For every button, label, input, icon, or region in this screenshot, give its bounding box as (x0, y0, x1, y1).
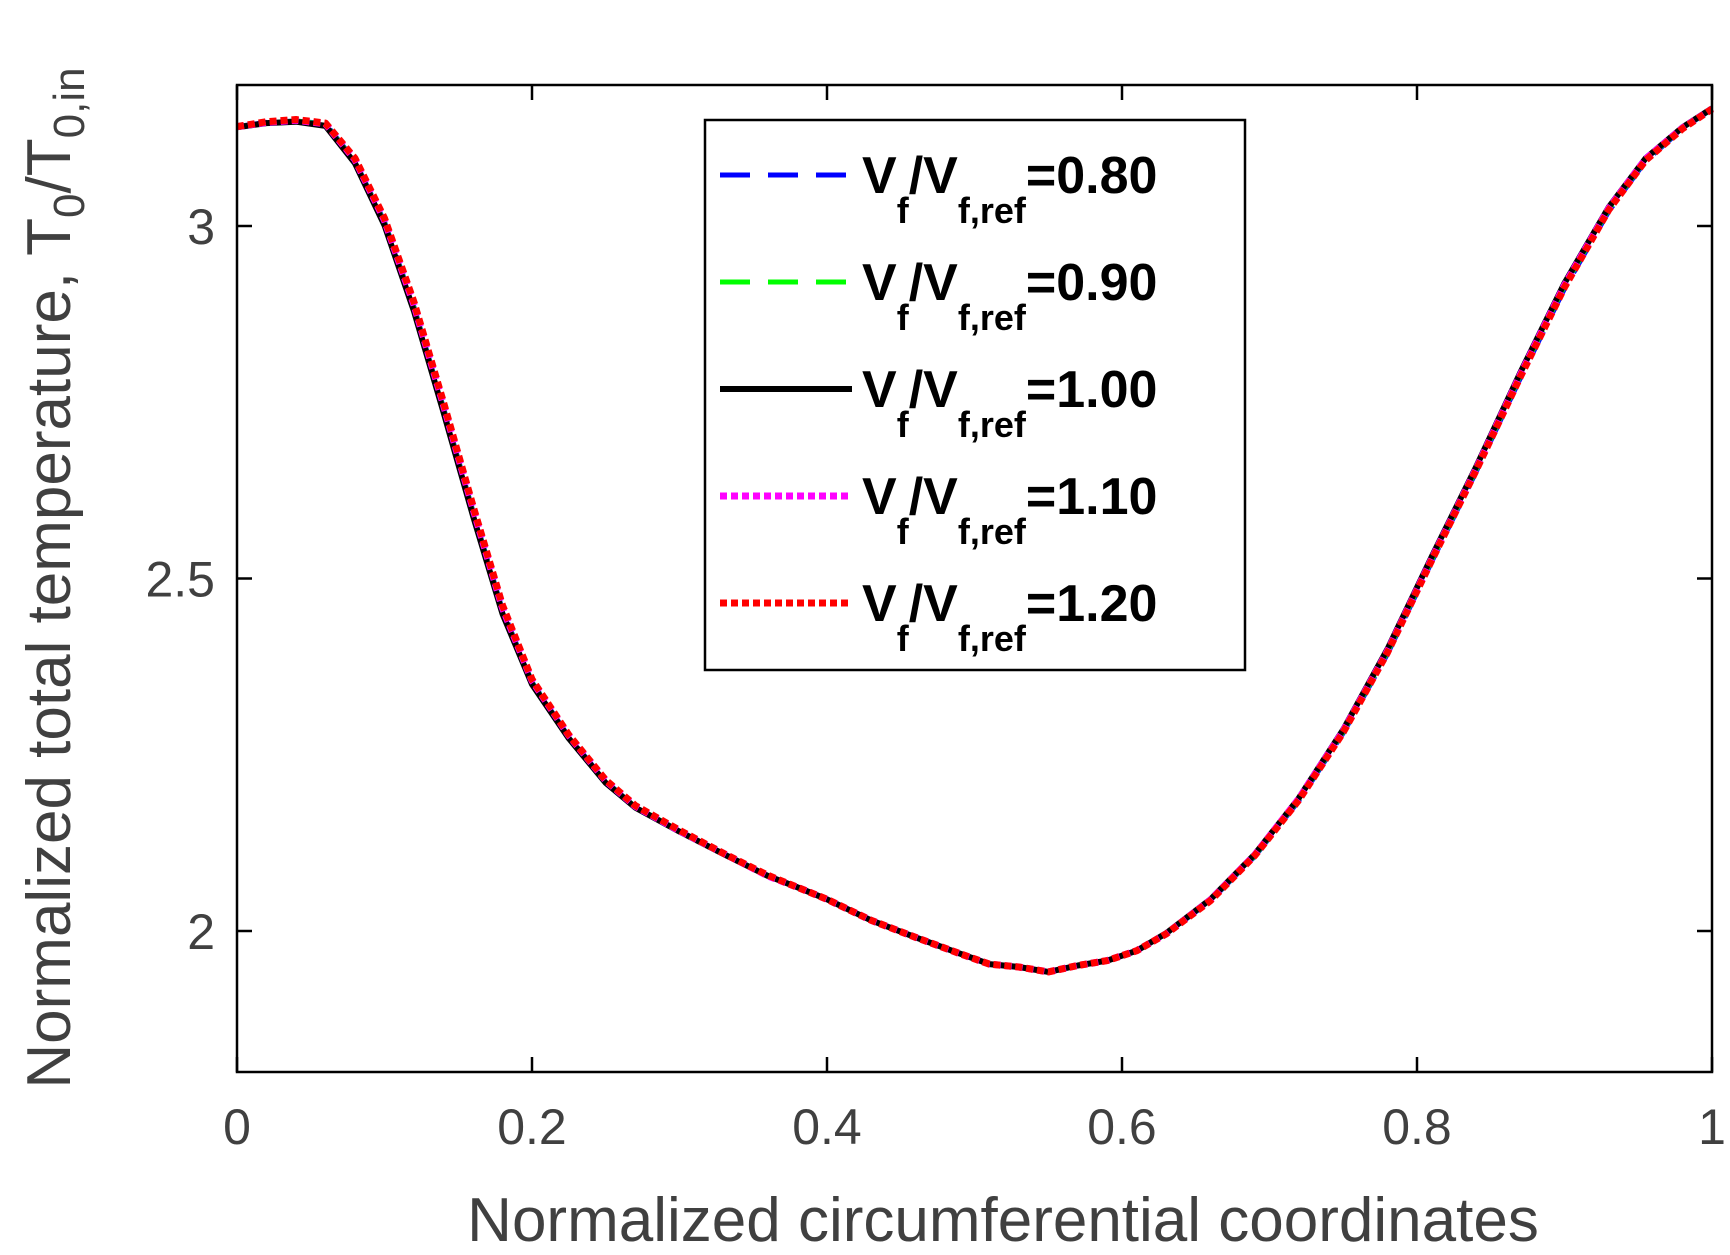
legend-label: Vf/Vf,ref=1.10 (862, 468, 1157, 552)
x-tick-label: 0 (223, 1099, 251, 1155)
y-axis-title: Normalized total temperature, T0/T0,in (15, 67, 94, 1088)
x-tick-label: 0.4 (792, 1099, 862, 1155)
series-line-5 (236, 106, 1714, 976)
legend-label: Vf/Vf,ref=0.80 (862, 147, 1157, 231)
x-tick-label: 0.2 (497, 1099, 567, 1155)
legend-label: Vf/Vf,ref=0.90 (862, 254, 1157, 338)
y-axis-title-text: Normalized total temperature, (15, 256, 84, 1089)
y-axis-symbol-sub: 0 (45, 193, 94, 217)
x-axis-title: Normalized circumferential coordinates (467, 1186, 1539, 1255)
y-tick-label: 2.5 (145, 552, 215, 608)
legend-item: Vf/Vf,ref=1.00 (720, 361, 1157, 445)
legend-label: Vf/Vf,ref=1.00 (862, 361, 1157, 445)
x-tick-label: 0.8 (1382, 1099, 1452, 1155)
x-tick-label: 0.6 (1087, 1099, 1157, 1155)
y-axis-symbol-slash: /T (15, 138, 84, 193)
legend-item: Vf/Vf,ref=1.10 (720, 468, 1157, 552)
y-tick-label: 3 (187, 199, 215, 255)
y-tick-label: 2 (187, 904, 215, 960)
y-axis-symbol-base: T (15, 218, 84, 256)
tick-layer (235, 85, 1714, 1072)
tick-label-layer: 0 0.2 0.4 0.6 0.8 1 2 2.5 3 (145, 199, 1725, 1155)
legend-items: Vf/Vf,ref=0.80 Vf/Vf,ref=0.90 Vf/Vf,ref=1.… (720, 147, 1157, 659)
legend: Vf/Vf,ref=0.80 Vf/Vf,ref=0.90 Vf/Vf,ref=1.… (703, 118, 1247, 672)
legend-item: Vf/Vf,ref=0.80 (720, 147, 1157, 231)
legend-box (703, 118, 1247, 672)
series-layer (236, 105, 1714, 976)
x-tick-label: 1 (1698, 1099, 1726, 1155)
legend-item: Vf/Vf,ref=1.20 (720, 575, 1157, 659)
legend-item: Vf/Vf,ref=0.90 (720, 254, 1157, 338)
y-axis-symbol-sub2: 0,in (45, 67, 94, 138)
legend-label: Vf/Vf,ref=1.20 (862, 575, 1157, 659)
